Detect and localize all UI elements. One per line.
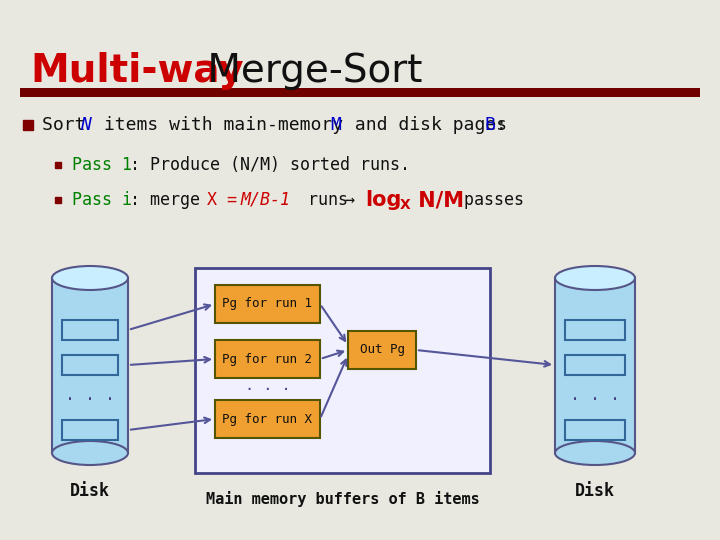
Text: . . .: . . . (570, 386, 620, 404)
Bar (62, 320, 118, 340)
Text: Disk: Disk (70, 482, 110, 500)
Text: Pass 1: Pass 1 (72, 156, 132, 174)
FancyBboxPatch shape (20, 88, 700, 97)
Ellipse shape (555, 441, 635, 465)
Text: log: log (365, 190, 401, 210)
Text: and disk pages: and disk pages (344, 116, 518, 134)
Text: X =: X = (207, 191, 247, 209)
Text: runs: runs (298, 191, 358, 209)
Text: M: M (330, 116, 341, 134)
Text: Main memory buffers of B items: Main memory buffers of B items (206, 491, 480, 507)
Bar (215, 285, 320, 323)
Text: . . .: . . . (65, 386, 115, 404)
Bar (565, 420, 625, 440)
Bar (565, 355, 625, 375)
Text: M/B-1: M/B-1 (240, 191, 290, 209)
Text: :: : (496, 116, 507, 134)
Text: X: X (400, 198, 410, 212)
Bar (348, 331, 416, 369)
Text: Merge-Sort: Merge-Sort (195, 52, 423, 90)
Text: Out Pg: Out Pg (359, 343, 405, 356)
Bar (62, 355, 118, 375)
Text: Multi-way: Multi-way (30, 52, 243, 90)
Text: Sort: Sort (42, 116, 96, 134)
Text: : Produce (N/M) sorted runs.: : Produce (N/M) sorted runs. (130, 156, 410, 174)
Ellipse shape (555, 266, 635, 290)
Ellipse shape (52, 266, 128, 290)
Bar (555, 278, 635, 453)
Text: . . .: . . . (245, 377, 290, 393)
Text: : merge: : merge (130, 191, 210, 209)
Text: B: B (484, 116, 495, 134)
Bar (215, 400, 320, 438)
Text: →: → (345, 191, 365, 209)
Bar (195, 268, 490, 473)
Text: N: N (80, 116, 91, 134)
Text: N/M: N/M (411, 190, 464, 210)
Text: items with main-memory: items with main-memory (93, 116, 354, 134)
Text: Pg for run 1: Pg for run 1 (222, 298, 312, 310)
Bar (52, 278, 128, 453)
Bar (62, 420, 118, 440)
Text: Pass i: Pass i (72, 191, 132, 209)
Bar (215, 340, 320, 378)
Text: Pg for run 2: Pg for run 2 (222, 353, 312, 366)
Text: Disk: Disk (575, 482, 615, 500)
Text: passes: passes (454, 191, 524, 209)
Ellipse shape (52, 441, 128, 465)
Text: Pg for run X: Pg for run X (222, 413, 312, 426)
Bar (565, 320, 625, 340)
